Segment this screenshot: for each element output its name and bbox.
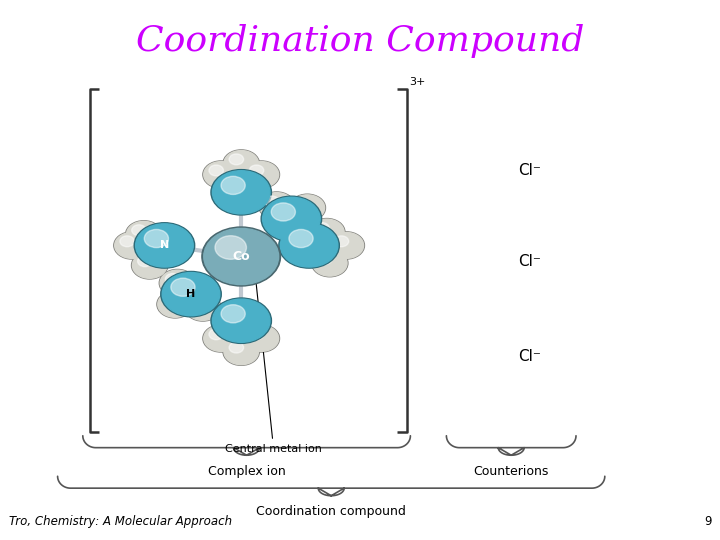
Circle shape <box>184 294 221 321</box>
Circle shape <box>163 295 178 306</box>
Circle shape <box>280 224 338 267</box>
Circle shape <box>159 269 196 296</box>
Circle shape <box>211 170 271 215</box>
Circle shape <box>203 325 239 352</box>
Circle shape <box>289 194 325 221</box>
Circle shape <box>157 291 193 318</box>
Circle shape <box>204 161 238 187</box>
Circle shape <box>310 219 344 245</box>
Text: Tro, Chemistry: A Molecular Approach: Tro, Chemistry: A Molecular Approach <box>9 515 232 528</box>
Text: Complex ion: Complex ion <box>208 465 285 478</box>
Text: Co: Co <box>233 250 250 263</box>
Circle shape <box>202 227 281 286</box>
Circle shape <box>132 252 168 279</box>
Text: 3+: 3+ <box>410 77 426 87</box>
Text: Cl⁻: Cl⁻ <box>518 163 541 178</box>
Circle shape <box>211 298 271 343</box>
Circle shape <box>309 219 345 246</box>
Circle shape <box>120 236 135 247</box>
Circle shape <box>271 203 295 221</box>
Text: H: H <box>186 289 196 299</box>
Text: Counterions: Counterions <box>474 465 549 478</box>
Circle shape <box>293 220 307 231</box>
Circle shape <box>243 325 279 352</box>
Circle shape <box>318 254 332 265</box>
Circle shape <box>315 222 329 233</box>
Circle shape <box>229 342 243 353</box>
Circle shape <box>209 165 223 176</box>
Circle shape <box>263 197 320 240</box>
Circle shape <box>132 225 146 235</box>
Text: Coordination Compound: Coordination Compound <box>136 24 584 58</box>
Circle shape <box>249 165 264 176</box>
Text: Cl⁻: Cl⁻ <box>518 349 541 364</box>
Circle shape <box>288 217 323 243</box>
Circle shape <box>243 161 279 188</box>
Circle shape <box>209 329 223 340</box>
Circle shape <box>223 150 259 177</box>
Circle shape <box>279 222 339 268</box>
Circle shape <box>212 299 270 342</box>
Circle shape <box>244 161 279 187</box>
Circle shape <box>114 232 150 259</box>
Circle shape <box>204 326 238 352</box>
Circle shape <box>166 273 180 285</box>
Circle shape <box>221 305 246 323</box>
Circle shape <box>212 171 270 214</box>
Circle shape <box>191 298 205 309</box>
Circle shape <box>134 222 194 268</box>
Circle shape <box>221 176 246 194</box>
Circle shape <box>328 232 364 259</box>
Circle shape <box>158 292 192 318</box>
Circle shape <box>135 224 193 267</box>
Circle shape <box>161 272 221 317</box>
Circle shape <box>126 221 162 248</box>
Circle shape <box>162 273 220 316</box>
Circle shape <box>144 230 168 247</box>
Circle shape <box>171 278 195 296</box>
Circle shape <box>224 339 258 364</box>
Circle shape <box>114 232 149 258</box>
Circle shape <box>132 252 167 278</box>
Circle shape <box>264 196 279 207</box>
Circle shape <box>258 192 294 219</box>
Circle shape <box>334 236 348 247</box>
Circle shape <box>215 236 246 259</box>
Circle shape <box>186 294 220 320</box>
Circle shape <box>312 249 348 276</box>
Circle shape <box>249 329 264 340</box>
Circle shape <box>312 250 347 276</box>
Circle shape <box>289 230 313 247</box>
Text: Coordination compound: Coordination compound <box>256 505 406 518</box>
Text: Central metal ion: Central metal ion <box>225 281 322 454</box>
Circle shape <box>127 221 161 247</box>
Circle shape <box>138 256 152 267</box>
Circle shape <box>287 217 323 244</box>
Circle shape <box>259 193 294 219</box>
Circle shape <box>244 326 279 352</box>
Circle shape <box>224 151 258 177</box>
Circle shape <box>261 196 322 241</box>
Circle shape <box>290 195 325 221</box>
Circle shape <box>160 270 194 296</box>
Text: 9: 9 <box>704 515 711 528</box>
Circle shape <box>203 161 239 188</box>
Circle shape <box>229 154 243 165</box>
Circle shape <box>204 228 279 285</box>
Circle shape <box>329 232 364 258</box>
Text: N: N <box>160 240 169 251</box>
Circle shape <box>295 198 310 209</box>
Text: Cl⁻: Cl⁻ <box>518 254 541 269</box>
Circle shape <box>223 338 259 365</box>
